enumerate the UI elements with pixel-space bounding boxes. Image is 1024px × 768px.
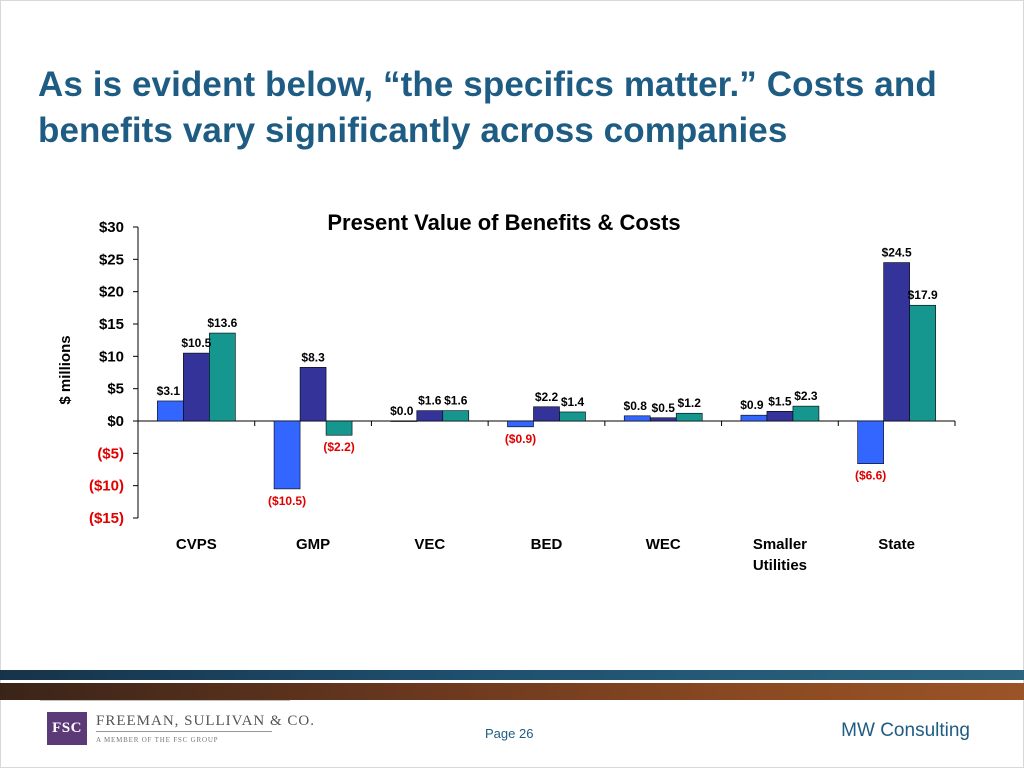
- category-label: WEC: [646, 536, 681, 553]
- data-label-series-3: ($2.2): [323, 440, 354, 454]
- data-label-series-3: $13.6: [207, 316, 237, 330]
- y-tick-label: $15: [99, 316, 124, 333]
- fsc-logo-name: FREEMAN, SULLIVAN & CO.: [96, 713, 315, 729]
- data-label-series-1: ($10.5): [268, 494, 306, 508]
- chart-data-labels: $3.1$10.5$13.6($10.5)$8.3($2.2)$0.0$1.6 $…: [157, 246, 938, 508]
- bar-series-2: [766, 410, 794, 422]
- data-label-series-1: ($0.9): [505, 432, 536, 446]
- bar-series-1: [390, 420, 418, 422]
- category-label: CVPS: [176, 536, 217, 553]
- data-label-series-3: $1.2: [678, 396, 702, 410]
- bar-series-1: [157, 400, 184, 422]
- data-label-series-1: $0.0: [390, 404, 414, 418]
- bar-series-1: [740, 414, 768, 422]
- data-label-series-3: $17.9: [908, 288, 938, 302]
- logo-divider: [40, 700, 290, 701]
- bar-series-3: [209, 332, 236, 422]
- data-label-series-3: $1.4: [561, 395, 585, 409]
- category-label-line: Utilities: [753, 557, 807, 574]
- bar-series-2: [183, 352, 210, 422]
- bar-series-2: [533, 406, 560, 422]
- chart-bars: [157, 262, 936, 490]
- benefits-costs-chart: Present Value of Benefits & Costs $ mill…: [57, 210, 956, 574]
- category-label: VEC: [414, 536, 445, 553]
- y-tick-label: $0: [107, 413, 124, 430]
- data-label-series-2: $0.5: [652, 401, 676, 415]
- category-label: Smaller Utilities: [753, 536, 807, 574]
- chart-title: Present Value of Benefits & Costs: [327, 210, 680, 235]
- data-label-series-1: ($6.6): [855, 469, 886, 483]
- y-tick-label: $25: [99, 251, 124, 268]
- data-label-series-3: $2.3: [794, 389, 818, 403]
- bar-series-3: [559, 411, 586, 422]
- data-label-series-1: $0.9: [740, 398, 764, 412]
- bar-series-2: [416, 410, 444, 422]
- y-tick-label: $20: [99, 284, 124, 301]
- bar-series-3: [675, 412, 703, 422]
- brand-name: MW Consulting: [841, 720, 970, 741]
- data-label-series-2: $2.2: [535, 390, 559, 404]
- bar-series-2: [883, 262, 910, 422]
- bar-series-3: [909, 304, 936, 422]
- bar-series-3: [792, 405, 820, 422]
- data-label-series-3: $1.6: [444, 394, 468, 408]
- footer-band-blue: [0, 670, 1024, 680]
- data-label-series-2: $24.5: [882, 246, 912, 260]
- y-tick-label: ($15): [89, 510, 124, 527]
- fsc-logo-mark: FSC: [47, 712, 87, 745]
- y-tick-label: $30: [99, 219, 124, 236]
- y-tick-label: ($5): [97, 445, 124, 462]
- category-label-line: Smaller: [753, 536, 807, 553]
- data-label-series-2: $1.5: [768, 394, 792, 408]
- category-label: State: [878, 536, 915, 553]
- bar-series-3: [325, 420, 353, 436]
- fsc-logo-tagline: A MEMBER OF THE FSC GROUP: [96, 736, 219, 744]
- bar-series-3: [442, 410, 470, 422]
- bar-series-1: [507, 420, 534, 428]
- category-label: BED: [531, 536, 563, 553]
- bar-series-1: [857, 420, 884, 464]
- footer-band-rust: [0, 683, 1024, 700]
- bar-series-1: [273, 420, 301, 490]
- y-tick-label: $5: [107, 381, 124, 398]
- data-label-series-2: $1.6: [418, 394, 442, 408]
- y-tick-label: ($10): [89, 478, 124, 495]
- bar-series-1: [623, 415, 651, 422]
- y-tick-label: $10: [99, 348, 124, 365]
- bar-series-2: [649, 417, 677, 422]
- data-label-series-2: $8.3: [301, 350, 325, 364]
- logo-rule: [96, 731, 272, 732]
- slide-title: As is evident below, “the specifics matt…: [38, 65, 937, 150]
- data-label-series-1: $0.8: [624, 399, 648, 413]
- data-label-series-2: $10.5: [181, 336, 211, 350]
- category-label: GMP: [296, 536, 330, 553]
- y-axis-label: $ millions: [57, 335, 74, 404]
- chart-category-labels: CVPS GMP VEC BED WEC Smaller Utilities State: [176, 536, 915, 574]
- data-label-series-1: $3.1: [157, 384, 181, 398]
- page-number: Page 26: [485, 726, 534, 741]
- bar-series-2: [299, 367, 327, 422]
